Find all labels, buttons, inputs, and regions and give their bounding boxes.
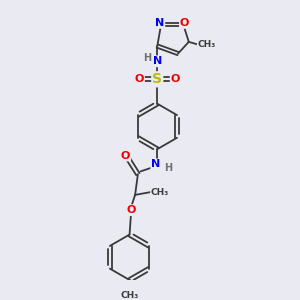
Text: N: N bbox=[151, 159, 160, 170]
Text: CH₃: CH₃ bbox=[151, 188, 169, 196]
Text: H: H bbox=[164, 163, 172, 173]
Text: O: O bbox=[180, 18, 189, 28]
Text: H: H bbox=[143, 53, 152, 63]
Text: S: S bbox=[152, 72, 162, 86]
Text: O: O bbox=[171, 74, 180, 84]
Text: O: O bbox=[135, 74, 144, 84]
Text: N: N bbox=[155, 18, 164, 28]
Text: O: O bbox=[121, 151, 130, 160]
Text: CH₃: CH₃ bbox=[198, 40, 216, 49]
Text: CH₃: CH₃ bbox=[120, 291, 139, 300]
Text: N: N bbox=[153, 56, 162, 66]
Text: O: O bbox=[126, 205, 136, 215]
